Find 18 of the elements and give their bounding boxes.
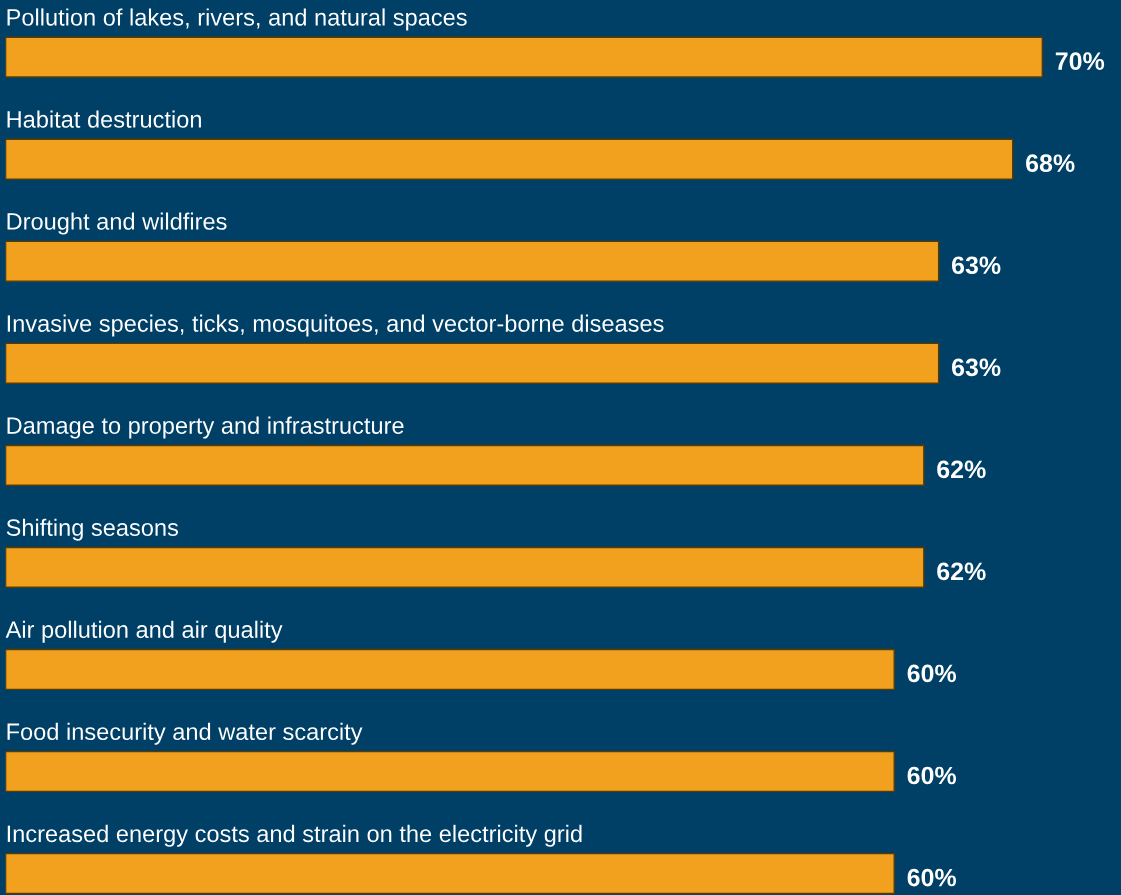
y-tick-label: Damage to property and infrastructure xyxy=(7,416,404,439)
data-label: 60% xyxy=(907,766,957,785)
y-tick-label: Food insecurity and water scarcity xyxy=(7,722,363,745)
y-tick-label: Habitat destruction xyxy=(7,110,201,128)
data-label: 62% xyxy=(937,562,986,581)
y-tick-label: Drought and wildfires xyxy=(7,212,227,235)
y-tick-label: Invasive species, ticks, mosquitoes, and vector-borne diseases xyxy=(7,314,664,337)
data-label: 68% xyxy=(1026,154,1075,173)
y-tick-label: Shifting seasons xyxy=(6,518,179,541)
y-tick-label: Increased energy costs and strain on the electricity grid xyxy=(7,824,582,847)
data-label: 63% xyxy=(951,256,1001,275)
data-label: 60% xyxy=(907,664,957,683)
data-label: 60% xyxy=(907,868,957,887)
data-label: 63% xyxy=(951,358,1001,377)
y-tick-label: Air pollution and air quality xyxy=(5,620,283,643)
data-label: 62% xyxy=(937,460,986,479)
y-tick-label: Pollution of lakes, rivers, and natural spaces xyxy=(7,8,467,31)
data-label: 70% xyxy=(1055,52,1105,70)
